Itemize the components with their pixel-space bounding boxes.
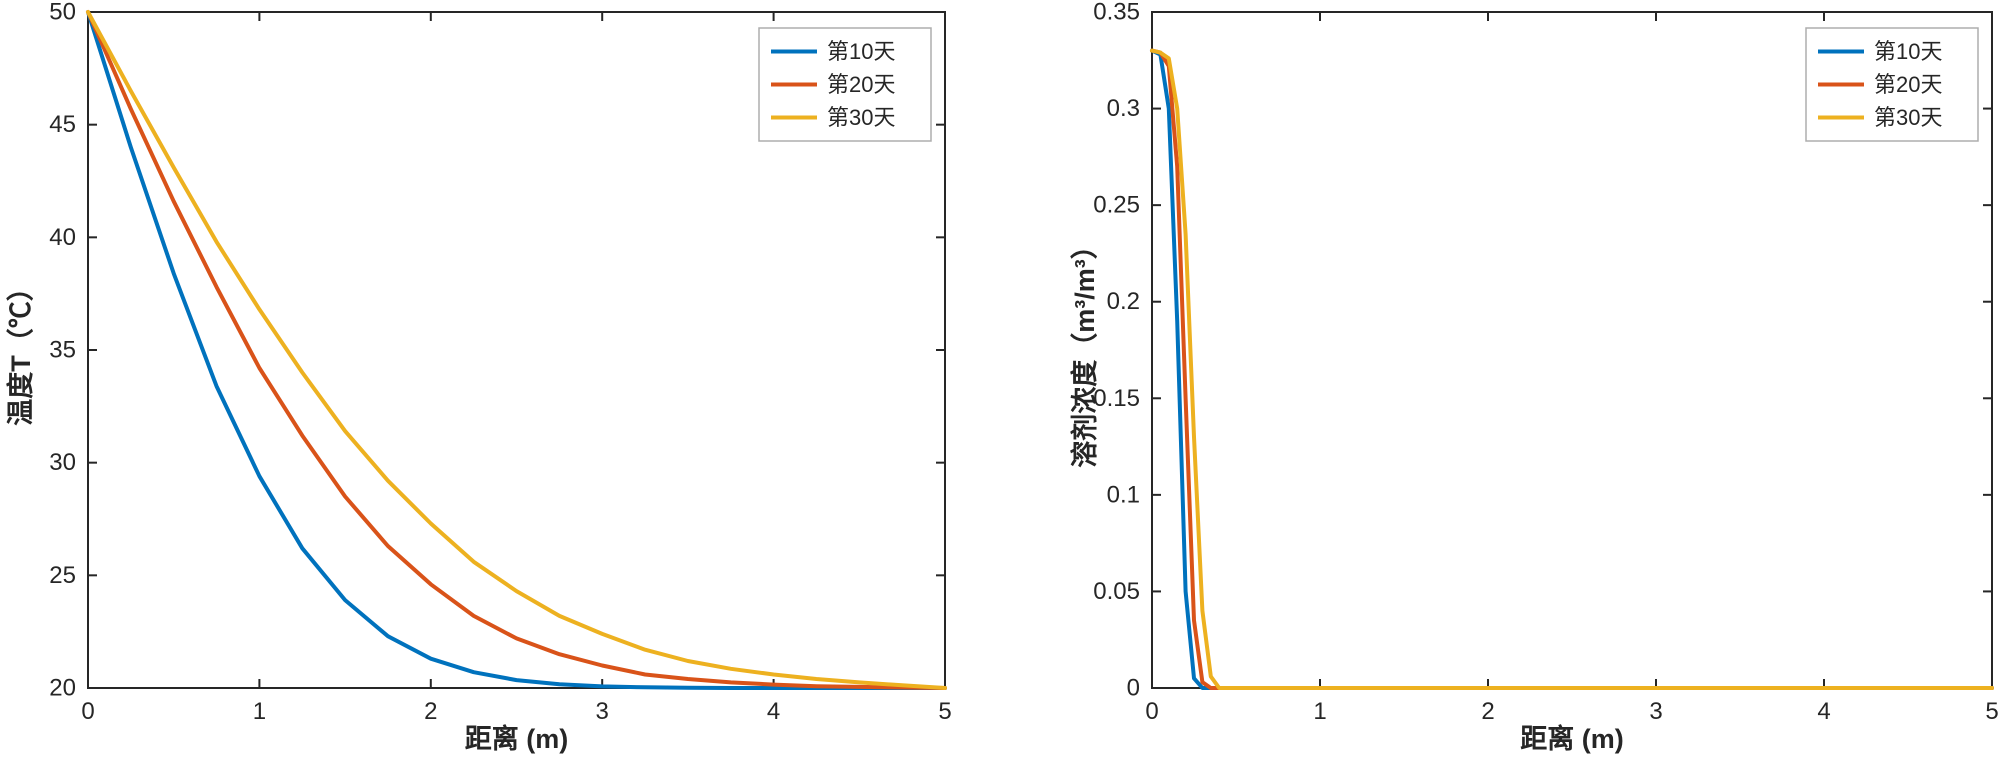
legend-label-day30: 第30天 (827, 105, 895, 130)
y-tick-label: 50 (49, 0, 76, 26)
y-tick-label: 40 (49, 224, 76, 251)
y-tick-label: 30 (49, 449, 76, 476)
y-tick-label: 0.15 (1093, 385, 1140, 412)
x-tick-label: 4 (767, 698, 780, 725)
concentration-chart-panel: 0 1 2 3 4 5 0 0.05 0.1 0.15 0.2 0.25 0.3 0.35 距离 (m) 溶剂… (1000, 0, 2000, 764)
legend-label-day20: 第20天 (827, 72, 895, 97)
temperature-chart-panel: 0 1 2 3 4 5 20 25 30 35 40 45 50 距离 (m) 温度T（℃） 第10天 第20天… (5, 0, 952, 754)
legend-box (1805, 27, 1979, 142)
y-tick-label: 0.2 (1107, 288, 1140, 315)
y-tick-label: 0 (1127, 675, 1140, 702)
y-tick-label: 0.25 (1093, 192, 1140, 219)
y-tick-label: 25 (49, 562, 76, 589)
legend-label-day20: 第20天 (1874, 72, 1942, 97)
y-tick-label: 0.1 (1107, 481, 1140, 508)
concentration-chart: 0 1 2 3 4 5 0 0.05 0.1 0.15 0.2 0.25 0.3 0.35 距离 (m) 溶剂… (1069, 0, 1999, 754)
x-tick-label: 5 (1985, 698, 1998, 725)
x-tick-label: 3 (1649, 698, 1662, 725)
legend-label-day10: 第10天 (827, 39, 895, 64)
y-tick-label: 0.35 (1093, 0, 1140, 26)
series-line-day10 (86, 10, 947, 690)
series-line-day30 (86, 10, 947, 690)
y-tick-label: 0.05 (1093, 578, 1140, 605)
x-tick-label: 2 (424, 698, 437, 725)
x-axis-label: 距离 (m) (1520, 723, 1624, 754)
y-tick-label: 45 (49, 111, 76, 138)
x-tick-label: 3 (596, 698, 609, 725)
series-line-day30 (1150, 48, 1994, 690)
legend-label-day10: 第10天 (1874, 39, 1942, 64)
x-tick-label: 4 (1817, 698, 1830, 725)
y-tick-label: 20 (49, 675, 76, 702)
y-axis-label: 温度T（℃） (5, 274, 36, 426)
y-tick-label: 0.3 (1107, 95, 1140, 122)
x-axis-label: 距离 (m) (465, 723, 569, 754)
y-axis-label: 溶剂浓度（m³/m³） (1069, 232, 1100, 468)
x-tick-label: 0 (81, 698, 94, 725)
x-tick-label: 1 (253, 698, 266, 725)
y-tick-label: 35 (49, 337, 76, 364)
legend-label-day30: 第30天 (1874, 105, 1942, 130)
series-line-day20 (1150, 48, 1994, 690)
x-tick-label: 5 (938, 698, 951, 725)
series-line-day10 (1150, 48, 1994, 690)
x-tick-label: 0 (1145, 698, 1158, 725)
x-tick-label: 2 (1481, 698, 1494, 725)
series-line-day20 (86, 10, 947, 690)
x-tick-label: 1 (1313, 698, 1326, 725)
